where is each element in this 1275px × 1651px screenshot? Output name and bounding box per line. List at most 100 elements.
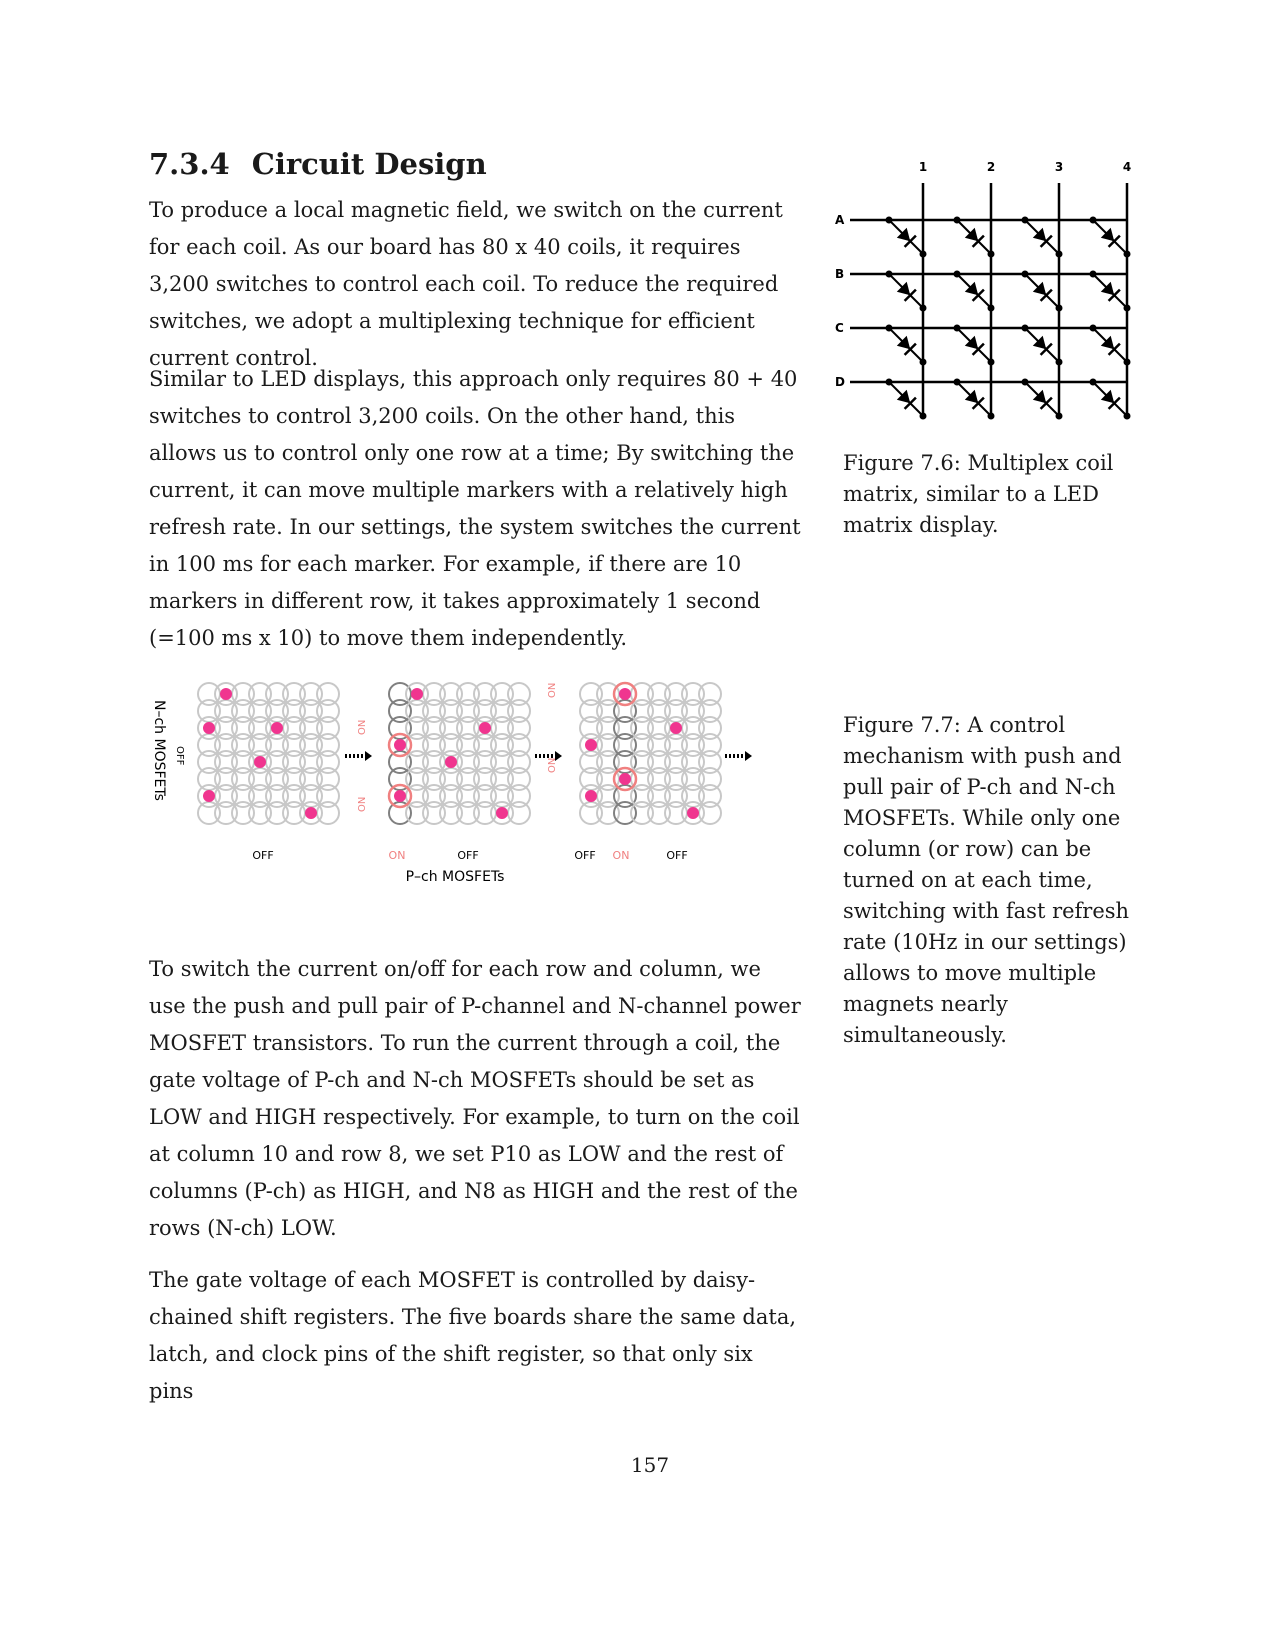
coil	[579, 767, 603, 791]
diode-symbol	[896, 389, 917, 410]
diode-symbol	[964, 389, 985, 410]
coil	[231, 716, 255, 740]
coil	[388, 699, 412, 723]
coil	[231, 750, 255, 774]
coil	[282, 767, 306, 791]
coil	[214, 784, 238, 808]
coil	[231, 801, 255, 825]
coil	[248, 767, 272, 791]
coil	[197, 682, 221, 706]
figure-7-6-caption: Figure 7.6: Multiplex coil matrix, simil…	[843, 451, 1114, 537]
diode-symbol	[964, 281, 985, 302]
coil	[405, 699, 429, 723]
coil	[698, 801, 722, 825]
coil	[647, 733, 671, 757]
column-label: 4	[1123, 160, 1131, 174]
diode-triangle	[1032, 335, 1047, 350]
coil	[265, 767, 289, 791]
column-label: 2	[987, 160, 995, 174]
energized-coil	[387, 732, 413, 758]
column-label: 1	[919, 160, 927, 174]
row-label: B	[835, 267, 844, 281]
coil	[282, 784, 306, 808]
coil	[265, 784, 289, 808]
coil	[299, 682, 323, 706]
coil	[507, 733, 531, 757]
coil	[214, 801, 238, 825]
coil	[214, 699, 238, 723]
coil	[698, 733, 722, 757]
paragraph-3: To switch the current on/off for each ro…	[149, 957, 801, 1240]
coil	[197, 767, 221, 791]
coil	[422, 750, 446, 774]
coil	[456, 784, 480, 808]
coil	[439, 784, 463, 808]
coil	[388, 682, 412, 706]
coil	[507, 801, 531, 825]
coil	[265, 750, 289, 774]
magnet-marker	[496, 807, 508, 819]
coil	[299, 699, 323, 723]
coil	[579, 682, 603, 706]
coil	[630, 716, 654, 740]
diode-symbol	[1100, 227, 1121, 248]
diode-symbol	[1032, 281, 1053, 302]
paragraph-2: Similar to LED displays, this approach o…	[149, 367, 801, 650]
coil	[681, 699, 705, 723]
coil	[456, 699, 480, 723]
diode-triangle	[896, 281, 911, 296]
coil	[422, 716, 446, 740]
coil	[647, 750, 671, 774]
coil	[698, 699, 722, 723]
coil	[422, 801, 446, 825]
p-off-label: OFF	[574, 849, 595, 862]
diode-bar	[1039, 288, 1053, 302]
coil	[664, 716, 688, 740]
diode-triangle	[896, 227, 911, 242]
coil	[316, 750, 340, 774]
coil-grid-panel-2	[387, 682, 531, 825]
arrow-head	[365, 751, 372, 761]
diode-bar	[903, 288, 917, 302]
coil	[248, 750, 272, 774]
magnet-marker	[619, 688, 631, 700]
coil	[490, 750, 514, 774]
coil	[490, 716, 514, 740]
coil	[422, 682, 446, 706]
coil	[439, 767, 463, 791]
paragraph-4: The gate voltage of each MOSFET is contr…	[149, 1268, 797, 1403]
coil	[473, 750, 497, 774]
coil	[299, 716, 323, 740]
coil	[456, 767, 480, 791]
coil	[405, 801, 429, 825]
coil	[422, 784, 446, 808]
diode-bar	[1107, 234, 1121, 248]
energized-coil	[387, 783, 413, 809]
diode-triangle	[1032, 281, 1047, 296]
coil	[698, 767, 722, 791]
coil	[422, 767, 446, 791]
coil	[681, 682, 705, 706]
coil	[681, 784, 705, 808]
n-channel-label: N–ch MOSFETs	[151, 700, 167, 801]
coil	[299, 767, 323, 791]
coil	[248, 784, 272, 808]
magnet-marker	[670, 722, 682, 734]
coil	[490, 682, 514, 706]
coil	[490, 699, 514, 723]
diode-symbol	[1100, 335, 1121, 356]
coil	[248, 682, 272, 706]
coil	[265, 716, 289, 740]
diode-bar	[903, 234, 917, 248]
coil	[698, 716, 722, 740]
p-on-label: ON	[389, 849, 406, 862]
matrix-diodes	[885, 216, 1131, 420]
n-on-label: ON	[357, 720, 368, 735]
coil	[282, 699, 306, 723]
diode-symbol	[1032, 389, 1053, 410]
coil	[630, 733, 654, 757]
coil	[316, 733, 340, 757]
coil	[197, 801, 221, 825]
diode-triangle	[1100, 227, 1115, 242]
coil	[698, 784, 722, 808]
